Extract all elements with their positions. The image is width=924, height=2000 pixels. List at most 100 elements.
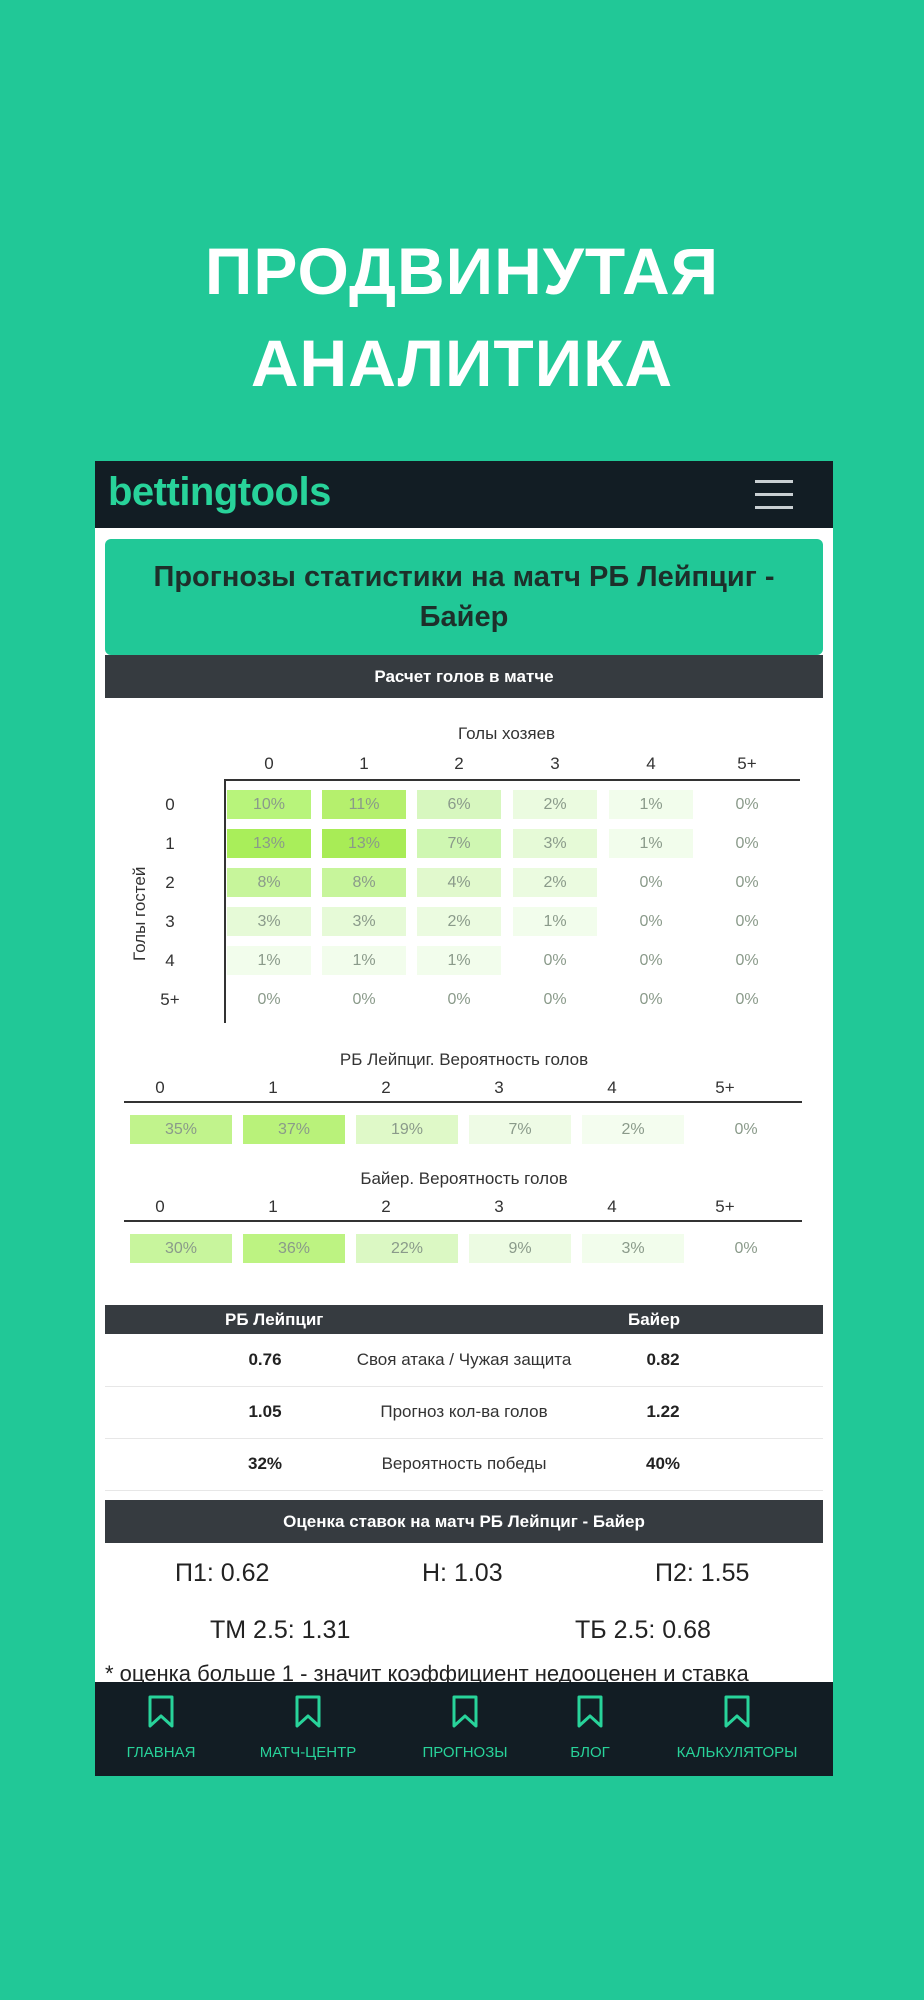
home-value: 0.76	[248, 1350, 282, 1369]
dist-cell: 22%	[356, 1234, 458, 1263]
matrix-cell: 0%	[513, 985, 597, 1014]
matrix-cell: 0%	[609, 985, 693, 1014]
matrix-cell: 13%	[322, 829, 406, 858]
dist-cell: 9%	[469, 1234, 571, 1263]
matrix-cell: 2%	[417, 907, 501, 936]
matrix-cell: 0%	[609, 907, 693, 936]
matrix-cell: 3%	[322, 907, 406, 936]
p1-odd: П1: 0.62	[175, 1559, 270, 1587]
matrix-cell: 0%	[227, 985, 311, 1014]
dist-cell: 36%	[243, 1234, 345, 1263]
nav-label: БЛОГ	[570, 1744, 610, 1761]
matrix-row-label: 4	[165, 951, 175, 970]
matrix-x-title: Голы хозяев	[458, 724, 556, 743]
comparison-away-name: Байер	[628, 1310, 680, 1329]
comparison-row: 1.05 Прогноз кол-ва голов 1.22	[105, 1386, 823, 1439]
matrix-cell: 11%	[322, 790, 406, 819]
nav-label: КАЛЬКУЛЯТОРЫ	[676, 1744, 798, 1761]
page-title: Прогнозы статистики на матч РБ Лейпциг -…	[105, 539, 823, 655]
dist-cell: 30%	[130, 1234, 232, 1263]
matrix-cell: 3%	[513, 829, 597, 858]
matrix-y-title: Голы гостей	[130, 866, 149, 961]
bets-section-header: Оценка ставок на матч РБ Лейпциг - Байер	[105, 1500, 823, 1543]
dist-cell: 35%	[130, 1115, 232, 1144]
matrix-cell: 0%	[705, 907, 789, 936]
dist-cell: 37%	[243, 1115, 345, 1144]
matrix-cell: 1%	[513, 907, 597, 936]
nav-label: МАТЧ-ЦЕНТР	[259, 1744, 357, 1761]
under-odd: ТМ 2.5: 1.31	[210, 1616, 351, 1644]
nav-item[interactable]: МАТЧ-ЦЕНТР	[223, 1682, 393, 1776]
home-value: 32%	[247, 1454, 283, 1473]
metric-label: Вероятность победы	[381, 1454, 547, 1473]
matrix-cell: 6%	[417, 790, 501, 819]
matrix-cell: 1%	[227, 946, 311, 975]
matrix-cell: 0%	[705, 985, 789, 1014]
matrix-col-label: 5+	[737, 754, 757, 773]
away-value: 1.22	[646, 1402, 680, 1421]
metric-label: Своя атака / Чужая защита	[356, 1350, 572, 1369]
over-odd: ТБ 2.5: 0.68	[575, 1616, 711, 1644]
dist-col-label: 3	[494, 1078, 504, 1097]
comparison-home-name: РБ Лейпциг	[225, 1310, 324, 1329]
nav-item[interactable]: КАЛЬКУЛЯТОРЫ	[652, 1682, 822, 1776]
dist-col-label: 4	[607, 1078, 617, 1097]
matrix-cell: 0%	[705, 868, 789, 897]
promo-line-2: АНАЛИТИКА	[250, 326, 674, 400]
bets-footnote: * оценка больше 1 - значит коэффициент н…	[105, 1661, 749, 1686]
matrix-cell: 8%	[322, 868, 406, 897]
app-bar: bettingtools	[95, 461, 833, 528]
menu-icon[interactable]	[755, 480, 793, 510]
dist-col-label: 3	[494, 1197, 504, 1216]
dist-cell: 7%	[469, 1115, 571, 1144]
matrix-col-label: 3	[550, 754, 560, 773]
dist-cell: 0%	[695, 1234, 797, 1263]
matrix-row-label: 2	[165, 873, 175, 892]
dist-col-label: 5+	[715, 1197, 735, 1216]
dist-cell: 0%	[695, 1115, 797, 1144]
nav-item[interactable]: ПРОГНОЗЫ	[380, 1682, 550, 1776]
matrix-cell: 1%	[417, 946, 501, 975]
dist-col-label: 4	[607, 1197, 617, 1216]
promo-headline: ПРОДВИНУТАЯ АНАЛИТИКА	[0, 225, 924, 409]
matrix-cell: 13%	[227, 829, 311, 858]
brand-logo[interactable]: bettingtools	[108, 470, 331, 514]
nav-item[interactable]: БЛОГ	[505, 1682, 675, 1776]
dist-col-label: 1	[268, 1078, 278, 1097]
nav-label: ГЛАВНАЯ	[126, 1744, 196, 1761]
matrix-cell: 3%	[227, 907, 311, 936]
away-value: 40%	[645, 1454, 681, 1473]
matrix-row-label: 1	[165, 834, 175, 853]
dist-cell: 3%	[582, 1234, 684, 1263]
nav-label: ПРОГНОЗЫ	[422, 1744, 508, 1761]
matrix-cell: 10%	[227, 790, 311, 819]
matrix-cell: 0%	[513, 946, 597, 975]
matrix-cell: 0%	[322, 985, 406, 1014]
dist-col-label: 2	[381, 1078, 391, 1097]
matrix-cell: 0%	[705, 946, 789, 975]
matrix-col-label: 0	[264, 754, 274, 773]
p2-odd: П2: 1.55	[655, 1559, 750, 1587]
dist-col-label: 1	[268, 1197, 278, 1216]
matrix-cell: 0%	[417, 985, 501, 1014]
matrix-cell: 8%	[227, 868, 311, 897]
home-value: 1.05	[248, 1402, 282, 1421]
dist-cell: 2%	[582, 1115, 684, 1144]
matrix-cell: 0%	[609, 946, 693, 975]
draw-odd: Н: 1.03	[422, 1559, 503, 1587]
nav-item[interactable]: ГЛАВНАЯ	[95, 1682, 246, 1776]
matrix-row-label: 5+	[160, 990, 180, 1009]
goals-section-header: Расчет голов в матче	[105, 655, 823, 698]
matrix-cell: 1%	[609, 829, 693, 858]
promo-line-1: ПРОДВИНУТАЯ	[204, 234, 720, 308]
matrix-cell: 1%	[609, 790, 693, 819]
dist-col-label: 0	[155, 1078, 165, 1097]
matrix-col-label: 1	[359, 754, 369, 773]
home-dist-title: РБ Лейпциг. Вероятность голов	[339, 1050, 589, 1069]
app-screenshot: bettingtools Прогнозы статистики на матч…	[95, 461, 833, 1776]
matrix-row-label: 0	[165, 795, 175, 814]
away-dist-title: Байер. Вероятность голов	[360, 1169, 568, 1188]
matrix-cell: 2%	[513, 790, 597, 819]
matrix-cell: 0%	[705, 790, 789, 819]
matrix-col-label: 4	[646, 754, 656, 773]
